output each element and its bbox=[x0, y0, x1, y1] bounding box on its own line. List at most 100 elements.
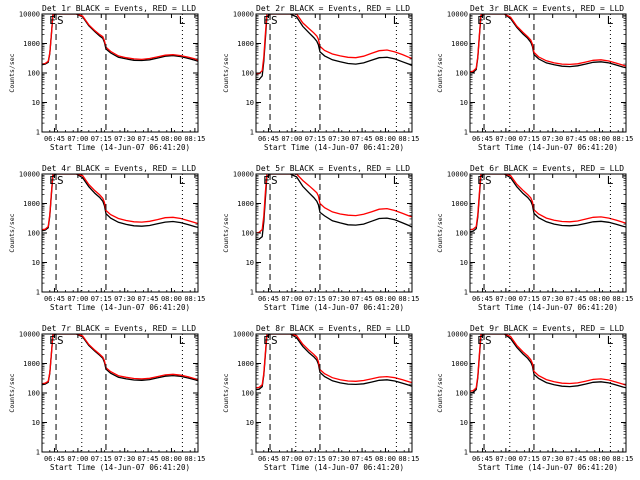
marker-E: E bbox=[477, 174, 484, 187]
y-axis-label: Counts/sec bbox=[222, 213, 230, 252]
marker-L: L bbox=[393, 174, 400, 187]
x-axis-label: Start Time (14-Jun-07 06:41:20) bbox=[264, 303, 404, 312]
marker-L: L bbox=[607, 14, 614, 27]
plot-frame bbox=[469, 173, 627, 293]
y-tick-label: 1000 bbox=[23, 40, 40, 48]
x-tick-label: 08:00 bbox=[375, 295, 396, 303]
events-series-line bbox=[470, 14, 626, 74]
x-tick-label: 08:00 bbox=[589, 295, 610, 303]
marker-L: L bbox=[179, 174, 186, 187]
y-tick-label: 1000 bbox=[237, 360, 254, 368]
y-tick-label: 10 bbox=[246, 259, 254, 267]
y-tick-label: 1 bbox=[250, 449, 254, 457]
x-axis-label: Start Time (14-Jun-07 06:41:20) bbox=[50, 463, 190, 472]
x-tick-label: 06:45 bbox=[472, 455, 493, 463]
x-tick-label: 08:00 bbox=[375, 455, 396, 463]
plot-frame bbox=[469, 13, 627, 133]
x-tick-label: 07:30 bbox=[542, 455, 563, 463]
x-tick-label: 08:15 bbox=[184, 455, 205, 463]
y-tick-label: 100 bbox=[241, 390, 254, 398]
chart-title: Det 6r BLACK = Events, RED = LLD bbox=[470, 164, 624, 173]
x-tick-label: 08:15 bbox=[398, 135, 419, 143]
y-tick-label: 1 bbox=[36, 449, 40, 457]
chart-title: Det 9r BLACK = Events, RED = LLD bbox=[470, 324, 624, 333]
y-tick-label: 10 bbox=[32, 99, 40, 107]
y-tick-label: 100 bbox=[27, 70, 40, 78]
x-tick-label: 07:00 bbox=[67, 295, 88, 303]
marker-S: S bbox=[271, 14, 278, 27]
plot-frame bbox=[469, 333, 627, 453]
y-tick-label: 10000 bbox=[447, 171, 468, 179]
lld-series-line bbox=[256, 174, 412, 234]
events-series-line bbox=[470, 174, 626, 233]
chart-title: Det 5r BLACK = Events, RED = LLD bbox=[256, 164, 410, 173]
chart-title: Det 7r BLACK = Events, RED = LLD bbox=[42, 324, 196, 333]
lld-series-line bbox=[470, 14, 626, 73]
x-tick-label: 07:15 bbox=[91, 295, 112, 303]
marker-E: E bbox=[477, 334, 484, 347]
y-tick-label: 10 bbox=[460, 259, 468, 267]
y-axis-label: Counts/sec bbox=[8, 373, 16, 412]
events-series-line bbox=[256, 14, 412, 81]
y-tick-label: 10000 bbox=[233, 171, 254, 179]
marker-E: E bbox=[49, 14, 56, 27]
y-tick-label: 10000 bbox=[19, 331, 40, 339]
lld-series-line bbox=[42, 174, 198, 231]
y-tick-label: 10 bbox=[460, 99, 468, 107]
marker-S: S bbox=[271, 174, 278, 187]
y-tick-label: 10000 bbox=[233, 331, 254, 339]
y-tick-label: 1000 bbox=[451, 200, 468, 208]
x-tick-label: 07:15 bbox=[519, 135, 540, 143]
y-tick-label: 1 bbox=[464, 449, 468, 457]
x-tick-label: 07:00 bbox=[67, 455, 88, 463]
y-tick-label: 10000 bbox=[447, 331, 468, 339]
y-tick-label: 100 bbox=[455, 390, 468, 398]
x-axis-label: Start Time (14-Jun-07 06:41:20) bbox=[478, 303, 618, 312]
marker-L: L bbox=[607, 174, 614, 187]
plot-frame bbox=[255, 173, 413, 293]
marker-E: E bbox=[263, 14, 270, 27]
x-tick-label: 08:15 bbox=[184, 295, 205, 303]
chart-title: Det 2r BLACK = Events, RED = LLD bbox=[256, 4, 410, 13]
lld-series-line bbox=[256, 14, 412, 75]
y-tick-label: 1 bbox=[250, 289, 254, 297]
y-axis-label: Counts/sec bbox=[436, 373, 444, 412]
x-tick-label: 07:45 bbox=[138, 455, 159, 463]
plot-frame bbox=[41, 13, 199, 133]
y-tick-label: 10000 bbox=[233, 11, 254, 19]
y-tick-label: 10000 bbox=[19, 11, 40, 19]
y-tick-label: 1000 bbox=[237, 200, 254, 208]
x-tick-label: 08:15 bbox=[398, 455, 419, 463]
x-tick-label: 07:15 bbox=[305, 455, 326, 463]
y-axis-label: Counts/sec bbox=[436, 53, 444, 92]
x-tick-label: 08:00 bbox=[161, 295, 182, 303]
y-tick-label: 1 bbox=[36, 129, 40, 137]
events-series-line bbox=[256, 174, 412, 241]
x-tick-label: 07:45 bbox=[566, 295, 587, 303]
y-tick-label: 10000 bbox=[447, 11, 468, 19]
y-tick-label: 10000 bbox=[19, 171, 40, 179]
x-tick-label: 06:45 bbox=[44, 455, 65, 463]
y-tick-label: 10 bbox=[246, 419, 254, 427]
x-tick-label: 07:00 bbox=[281, 135, 302, 143]
y-tick-label: 100 bbox=[455, 230, 468, 238]
y-tick-label: 10 bbox=[32, 259, 40, 267]
x-axis-label: Start Time (14-Jun-07 06:41:20) bbox=[50, 143, 190, 152]
lld-series-line bbox=[42, 14, 198, 65]
marker-L: L bbox=[393, 334, 400, 347]
y-tick-label: 1 bbox=[250, 129, 254, 137]
x-tick-label: 07:30 bbox=[328, 135, 349, 143]
marker-E: E bbox=[49, 334, 56, 347]
x-tick-label: 07:15 bbox=[519, 455, 540, 463]
y-tick-label: 1000 bbox=[451, 360, 468, 368]
plot-frame bbox=[255, 13, 413, 133]
chart-title: Det 4r BLACK = Events, RED = LLD bbox=[42, 164, 196, 173]
x-tick-label: 06:45 bbox=[258, 295, 279, 303]
